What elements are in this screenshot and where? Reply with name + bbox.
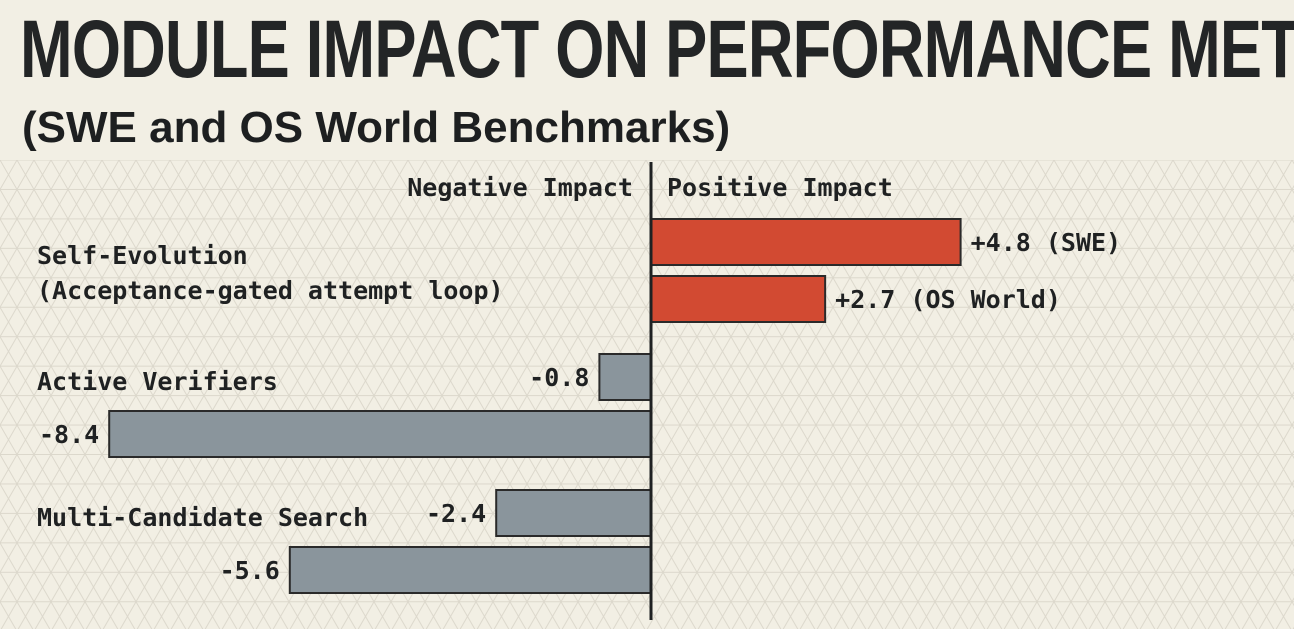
category-label-line: (Acceptance-gated attempt loop) [37, 276, 504, 305]
category-label-line: Active Verifiers [37, 367, 278, 396]
negative-impact-label: Negative Impact [407, 173, 633, 202]
bar [108, 410, 652, 458]
data-label: -8.4 [39, 420, 99, 449]
bar [650, 275, 827, 323]
bar [495, 489, 653, 537]
category-label-line: Multi-Candidate Search [37, 503, 368, 532]
data-label: -2.4 [426, 499, 486, 528]
category-label: Active Verifiers [37, 367, 278, 396]
data-label: -5.6 [220, 556, 280, 585]
category-label: Self-Evolution (Acceptance-gated attempt … [37, 241, 504, 305]
data-label: +2.7 (OS World) [835, 285, 1061, 314]
positive-impact-label: Positive Impact [667, 173, 893, 202]
data-label: +4.8 (SWE) [971, 228, 1122, 257]
bar [598, 353, 653, 401]
bar [650, 218, 962, 266]
bars-layer: Self-Evolution (Acceptance-gated attempt … [37, 218, 1122, 594]
category-label: Multi-Candidate Search [37, 503, 368, 532]
bar [288, 546, 652, 594]
chart-title: MODULE IMPACT ON PERFORMANCE METRICS [20, 4, 1294, 95]
chart-subtitle: (SWE and OS World Benchmarks) [22, 103, 731, 152]
category-label-line: Self-Evolution [37, 241, 248, 270]
data-label: -0.8 [529, 363, 589, 392]
plot-area: Negative Impact Positive Impact Self-Evo… [0, 160, 1294, 629]
